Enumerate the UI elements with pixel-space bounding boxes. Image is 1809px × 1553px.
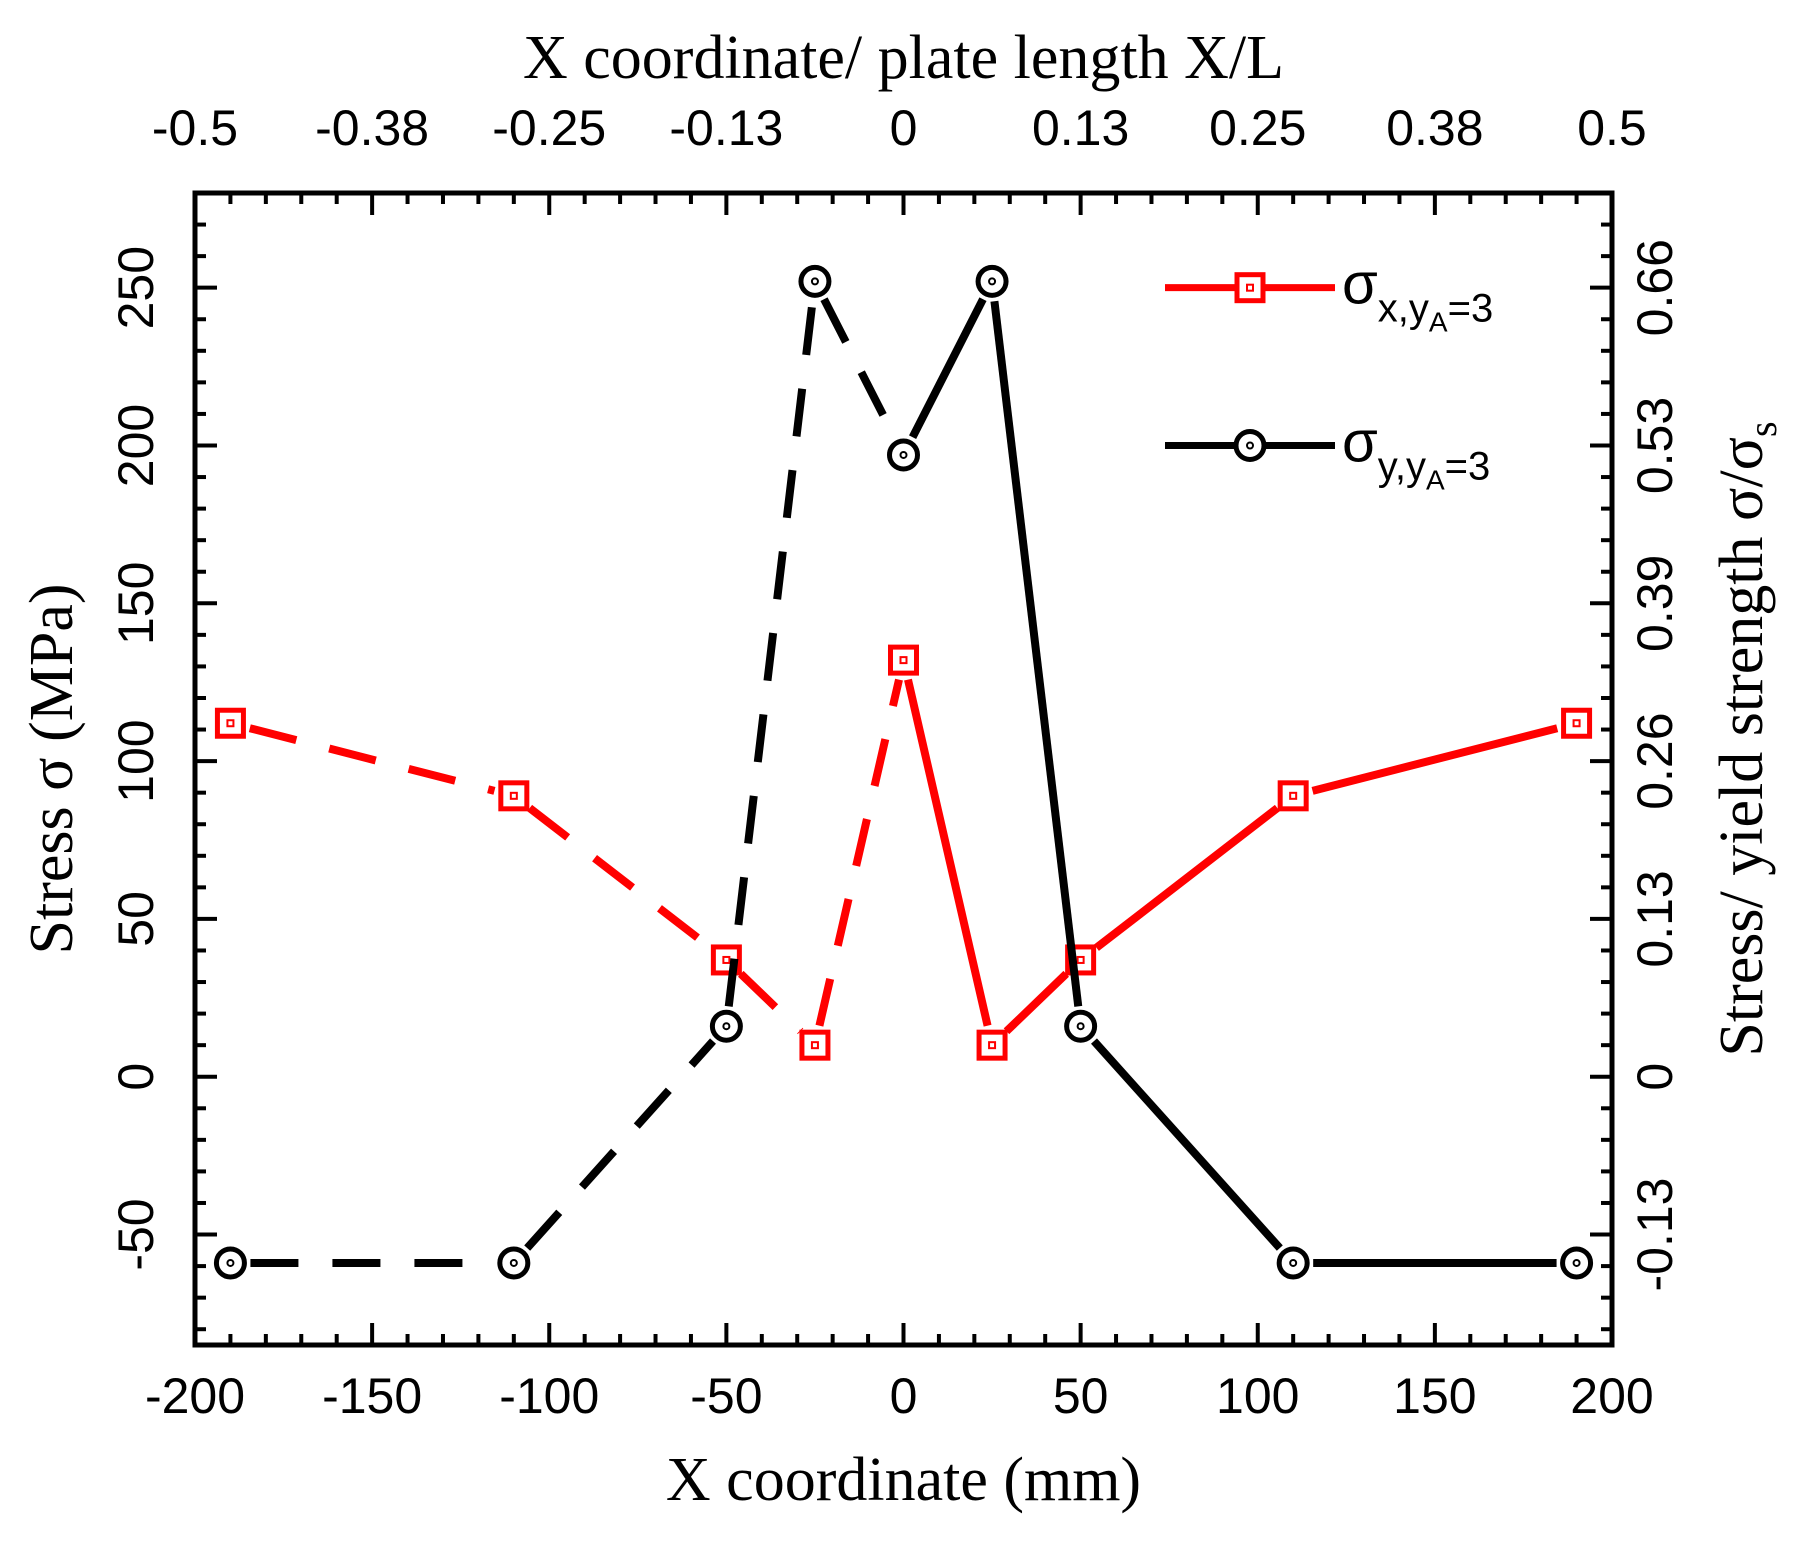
data-point-dot xyxy=(1572,1258,1581,1267)
series-line-segment xyxy=(820,297,898,439)
series-line-segment xyxy=(724,300,817,1007)
x2-tick-label: 0.13 xyxy=(1032,100,1129,156)
y2-tick-label: 0.53 xyxy=(1627,397,1683,494)
x-tick-label: 150 xyxy=(1393,1368,1476,1424)
legend-marker-dot-sigma-x xyxy=(1246,283,1254,292)
y-tick-label: 250 xyxy=(108,246,164,329)
y-tick-label: 0 xyxy=(108,1063,164,1091)
data-point-dot xyxy=(1572,719,1581,728)
series-sigma-y xyxy=(213,264,1594,1280)
x2-tick-label: -0.25 xyxy=(492,100,606,156)
y-tick-label: 100 xyxy=(108,719,164,802)
y-tick-label: 200 xyxy=(108,404,164,487)
x-tick-label: 100 xyxy=(1216,1368,1299,1424)
data-point-dot xyxy=(988,1041,997,1050)
series-layer xyxy=(213,264,1594,1280)
data-point-dot xyxy=(988,277,997,286)
top-x-axis-title: X coordinate/ plate length X/L xyxy=(523,24,1284,92)
series-line-segment xyxy=(904,678,992,1027)
x2-tick-label: -0.5 xyxy=(152,100,238,156)
x-tick-label: -200 xyxy=(145,1368,245,1424)
y2-tick-label: 0.66 xyxy=(1627,239,1683,336)
data-point-dot xyxy=(722,955,731,964)
series-line-segment xyxy=(1311,724,1559,795)
plot-frame xyxy=(192,190,1615,1348)
y2-tick-label: 0.26 xyxy=(1627,712,1683,809)
legend-item-sigma-y: σy,yA=3 xyxy=(1165,409,1490,495)
series-line-segment xyxy=(909,297,987,439)
x-tick-label: 200 xyxy=(1570,1368,1653,1424)
data-point xyxy=(214,707,246,739)
series-line-segment xyxy=(1091,1038,1283,1251)
series-sigma-x xyxy=(214,644,1593,1061)
series-line-segment xyxy=(1003,970,1069,1035)
data-point-dot xyxy=(722,1022,731,1031)
x2-tick-label: 0.25 xyxy=(1209,100,1306,156)
x-tick-label: -50 xyxy=(690,1368,762,1424)
data-point-dot xyxy=(509,1258,518,1267)
x-tick-label: 50 xyxy=(1053,1368,1109,1424)
data-point-dot xyxy=(1076,1022,1085,1031)
right-y-axis-title-sub: s xyxy=(1740,421,1785,437)
data-point-dot xyxy=(810,277,819,286)
data-point-dot xyxy=(509,791,518,800)
legend-item-sigma-x: σx,yA=3 xyxy=(1165,252,1493,338)
x-tick-label: -100 xyxy=(499,1368,599,1424)
data-point-dot xyxy=(226,1258,235,1267)
series-line-segment xyxy=(524,1038,716,1251)
y2-tick-label: 0.13 xyxy=(1627,870,1683,967)
data-point-dot xyxy=(810,1041,819,1050)
x2-tick-label: 0.38 xyxy=(1386,100,1483,156)
data-point-dot xyxy=(1289,1258,1298,1267)
y2-tick-label: 0 xyxy=(1627,1063,1683,1091)
series-line-segment xyxy=(815,678,903,1027)
right-y-axis-title: Stress/ yield strength σ/σs xyxy=(1708,421,1785,1056)
series-line-segment xyxy=(527,804,713,951)
legend: σx,yA=3 σy,yA=3 xyxy=(1165,252,1493,495)
y2-tick-label: 0.39 xyxy=(1627,555,1683,652)
x-axis-title: X coordinate (mm) xyxy=(666,1446,1141,1514)
legend-marker-dot-sigma-y xyxy=(1246,441,1254,450)
tick-labels: -200 -150 -100 -50 0 50 100 150 200 -0.5 -0.38 -0.2… xyxy=(108,100,1683,1424)
x-tick-label: 0 xyxy=(890,1368,918,1424)
series-line-segment xyxy=(990,300,1083,1007)
data-point-dot xyxy=(226,719,235,728)
x2-tick-label: -0.13 xyxy=(669,100,783,156)
y-tick-label: 150 xyxy=(108,562,164,645)
data-point-dot xyxy=(899,656,908,665)
legend-label-sigma-y: σy,yA=3 xyxy=(1342,409,1490,495)
x-tick-label: -150 xyxy=(322,1368,422,1424)
x2-tick-label: 0.5 xyxy=(1577,100,1647,156)
y-tick-label: 50 xyxy=(108,891,164,947)
legend-marker-sigma-x xyxy=(1234,272,1266,304)
y-tick-label: -50 xyxy=(108,1198,164,1270)
x2-tick-label: -0.38 xyxy=(315,100,429,156)
data-point-dot xyxy=(1289,791,1298,800)
series-line-segment xyxy=(738,970,804,1035)
x2-tick-label: 0 xyxy=(890,100,918,156)
data-point-dot xyxy=(1076,955,1085,964)
y2-tick-label: -0.13 xyxy=(1627,1178,1683,1292)
legend-label-sigma-x: σx,yA=3 xyxy=(1342,252,1493,338)
series-line-segment xyxy=(248,724,496,795)
data-point-dot xyxy=(899,450,908,459)
right-y-axis-title-main: Stress/ yield strength σ/σ xyxy=(1708,437,1776,1057)
y-axis-title: Stress σ (MPa) xyxy=(18,584,86,955)
series-line-segment xyxy=(1094,804,1280,951)
